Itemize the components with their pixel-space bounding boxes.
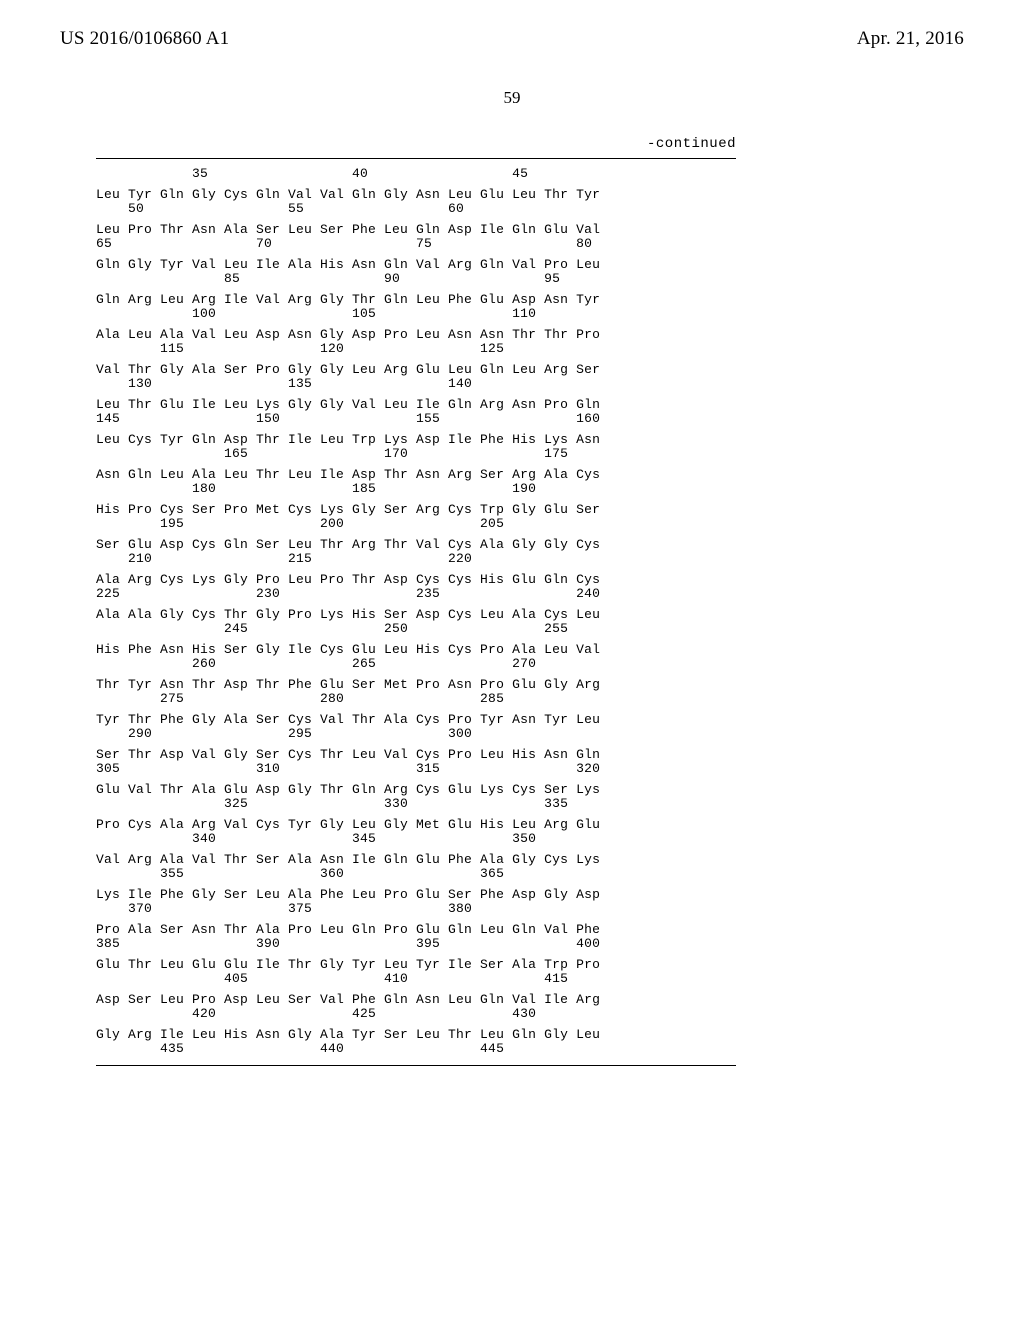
horizontal-rule-top (96, 158, 736, 159)
sequence-position-numbers: 355 360 365 (96, 867, 736, 880)
sequence-residues: Val Thr Gly Ala Ser Pro Gly Gly Leu Arg … (96, 363, 736, 376)
sequence-row: Leu Cys Tyr Gln Asp Thr Ile Leu Trp Lys … (96, 433, 736, 460)
sequence-row: Leu Tyr Gln Gly Cys Gln Val Val Gln Gly … (96, 188, 736, 215)
sequence-row: Gly Arg Ile Leu His Asn Gly Ala Tyr Ser … (96, 1028, 736, 1055)
sequence-row: Gln Arg Leu Arg Ile Val Arg Gly Thr Gln … (96, 293, 736, 320)
sequence-position-numbers: 245 250 255 (96, 622, 736, 635)
sequence-position-numbers: 145 150 155 160 (96, 412, 736, 425)
sequence-residues: Ala Ala Gly Cys Thr Gly Pro Lys His Ser … (96, 608, 736, 621)
sequence-row: Leu Thr Glu Ile Leu Lys Gly Gly Val Leu … (96, 398, 736, 425)
sequence-row: Asn Gln Leu Ala Leu Thr Leu Ile Asp Thr … (96, 468, 736, 495)
sequence-residues: Tyr Thr Phe Gly Ala Ser Cys Val Thr Ala … (96, 713, 736, 726)
sequence-residues: Ser Thr Asp Val Gly Ser Cys Thr Leu Val … (96, 748, 736, 761)
sequence-residues: His Phe Asn His Ser Gly Ile Cys Glu Leu … (96, 643, 736, 656)
sequence-position-numbers: 85 90 95 (96, 272, 736, 285)
sequence-residues: Gln Gly Tyr Val Leu Ile Ala His Asn Gln … (96, 258, 736, 271)
sequence-position-numbers: 275 280 285 (96, 692, 736, 705)
sequence-row: Tyr Thr Phe Gly Ala Ser Cys Val Thr Ala … (96, 713, 736, 740)
sequence-residues: Asn Gln Leu Ala Leu Thr Leu Ile Asp Thr … (96, 468, 736, 481)
sequence-residues: Val Arg Ala Val Thr Ser Ala Asn Ile Gln … (96, 853, 736, 866)
sequence-position-numbers: 210 215 220 (96, 552, 736, 565)
sequence-position-numbers: 100 105 110 (96, 307, 736, 320)
sequence-residues: Leu Tyr Gln Gly Cys Gln Val Val Gln Gly … (96, 188, 736, 201)
sequence-position-numbers: 65 70 75 80 (96, 237, 736, 250)
sequence-position-numbers: 385 390 395 400 (96, 937, 736, 950)
sequence-position-numbers: 290 295 300 (96, 727, 736, 740)
sequence-row: Ser Thr Asp Val Gly Ser Cys Thr Leu Val … (96, 748, 736, 775)
sequence-residues: Thr Tyr Asn Thr Asp Thr Phe Glu Ser Met … (96, 678, 736, 691)
sequence-position-numbers: 130 135 140 (96, 377, 736, 390)
horizontal-rule-bottom (96, 1065, 736, 1066)
sequence-row: 35 40 45 (96, 167, 736, 180)
page-number: 59 (60, 88, 964, 108)
sequence-row: Pro Ala Ser Asn Thr Ala Pro Leu Gln Pro … (96, 923, 736, 950)
publication-number: US 2016/0106860 A1 (60, 28, 229, 50)
sequence-residues: Gly Arg Ile Leu His Asn Gly Ala Tyr Ser … (96, 1028, 736, 1041)
sequence-residues: Glu Thr Leu Glu Glu Ile Thr Gly Tyr Leu … (96, 958, 736, 971)
sequence-residues: Ala Arg Cys Lys Gly Pro Leu Pro Thr Asp … (96, 573, 736, 586)
sequence-row: Leu Pro Thr Asn Ala Ser Leu Ser Phe Leu … (96, 223, 736, 250)
sequence-residues: Ala Leu Ala Val Leu Asp Asn Gly Asp Pro … (96, 328, 736, 341)
page: US 2016/0106860 A1 Apr. 21, 2016 59 -con… (0, 0, 1024, 1320)
sequence-residues: Gln Arg Leu Arg Ile Val Arg Gly Thr Gln … (96, 293, 736, 306)
sequence-row: Val Thr Gly Ala Ser Pro Gly Gly Leu Arg … (96, 363, 736, 390)
sequence-residues: Glu Val Thr Ala Glu Asp Gly Thr Gln Arg … (96, 783, 736, 796)
sequence-position-numbers: 165 170 175 (96, 447, 736, 460)
publication-date: Apr. 21, 2016 (857, 28, 964, 50)
sequence-residues: Ser Glu Asp Cys Gln Ser Leu Thr Arg Thr … (96, 538, 736, 551)
sequence-residues: Leu Thr Glu Ile Leu Lys Gly Gly Val Leu … (96, 398, 736, 411)
sequence-row: Thr Tyr Asn Thr Asp Thr Phe Glu Ser Met … (96, 678, 736, 705)
sequence-residues: His Pro Cys Ser Pro Met Cys Lys Gly Ser … (96, 503, 736, 516)
sequence-residues: Lys Ile Phe Gly Ser Leu Ala Phe Leu Pro … (96, 888, 736, 901)
sequence-position-numbers: 405 410 415 (96, 972, 736, 985)
continued-wrap: -continued (96, 136, 736, 152)
sequence-row: His Pro Cys Ser Pro Met Cys Lys Gly Ser … (96, 503, 736, 530)
sequence-row: Gln Gly Tyr Val Leu Ile Ala His Asn Gln … (96, 258, 736, 285)
sequence-residues: 35 40 45 (96, 167, 736, 180)
sequence-row: Lys Ile Phe Gly Ser Leu Ala Phe Leu Pro … (96, 888, 736, 915)
sequence-row: Ala Leu Ala Val Leu Asp Asn Gly Asp Pro … (96, 328, 736, 355)
sequence-position-numbers: 370 375 380 (96, 902, 736, 915)
sequence-block: 35 40 45 Leu Tyr Gln Gly Cys Gln Val Val … (96, 167, 736, 1055)
sequence-position-numbers: 420 425 430 (96, 1007, 736, 1020)
sequence-residues: Pro Cys Ala Arg Val Cys Tyr Gly Leu Gly … (96, 818, 736, 831)
sequence-position-numbers: 180 185 190 (96, 482, 736, 495)
sequence-row: Glu Val Thr Ala Glu Asp Gly Thr Gln Arg … (96, 783, 736, 810)
sequence-row: Ala Arg Cys Lys Gly Pro Leu Pro Thr Asp … (96, 573, 736, 600)
header-row: US 2016/0106860 A1 Apr. 21, 2016 (60, 28, 964, 50)
sequence-position-numbers: 340 345 350 (96, 832, 736, 845)
sequence-residues: Asp Ser Leu Pro Asp Leu Ser Val Phe Gln … (96, 993, 736, 1006)
sequence-residues: Pro Ala Ser Asn Thr Ala Pro Leu Gln Pro … (96, 923, 736, 936)
continued-label: -continued (96, 136, 736, 152)
sequence-row: Pro Cys Ala Arg Val Cys Tyr Gly Leu Gly … (96, 818, 736, 845)
sequence-row: Glu Thr Leu Glu Glu Ile Thr Gly Tyr Leu … (96, 958, 736, 985)
sequence-row: Ala Ala Gly Cys Thr Gly Pro Lys His Ser … (96, 608, 736, 635)
sequence-row: Val Arg Ala Val Thr Ser Ala Asn Ile Gln … (96, 853, 736, 880)
sequence-position-numbers: 435 440 445 (96, 1042, 736, 1055)
sequence-row: Ser Glu Asp Cys Gln Ser Leu Thr Arg Thr … (96, 538, 736, 565)
sequence-position-numbers: 195 200 205 (96, 517, 736, 530)
sequence-residues: Leu Pro Thr Asn Ala Ser Leu Ser Phe Leu … (96, 223, 736, 236)
sequence-position-numbers: 115 120 125 (96, 342, 736, 355)
sequence-position-numbers: 305 310 315 320 (96, 762, 736, 775)
sequence-row: Asp Ser Leu Pro Asp Leu Ser Val Phe Gln … (96, 993, 736, 1020)
sequence-position-numbers: 260 265 270 (96, 657, 736, 670)
sequence-position-numbers: 225 230 235 240 (96, 587, 736, 600)
sequence-position-numbers: 325 330 335 (96, 797, 736, 810)
sequence-position-numbers: 50 55 60 (96, 202, 736, 215)
sequence-residues: Leu Cys Tyr Gln Asp Thr Ile Leu Trp Lys … (96, 433, 736, 446)
sequence-row: His Phe Asn His Ser Gly Ile Cys Glu Leu … (96, 643, 736, 670)
